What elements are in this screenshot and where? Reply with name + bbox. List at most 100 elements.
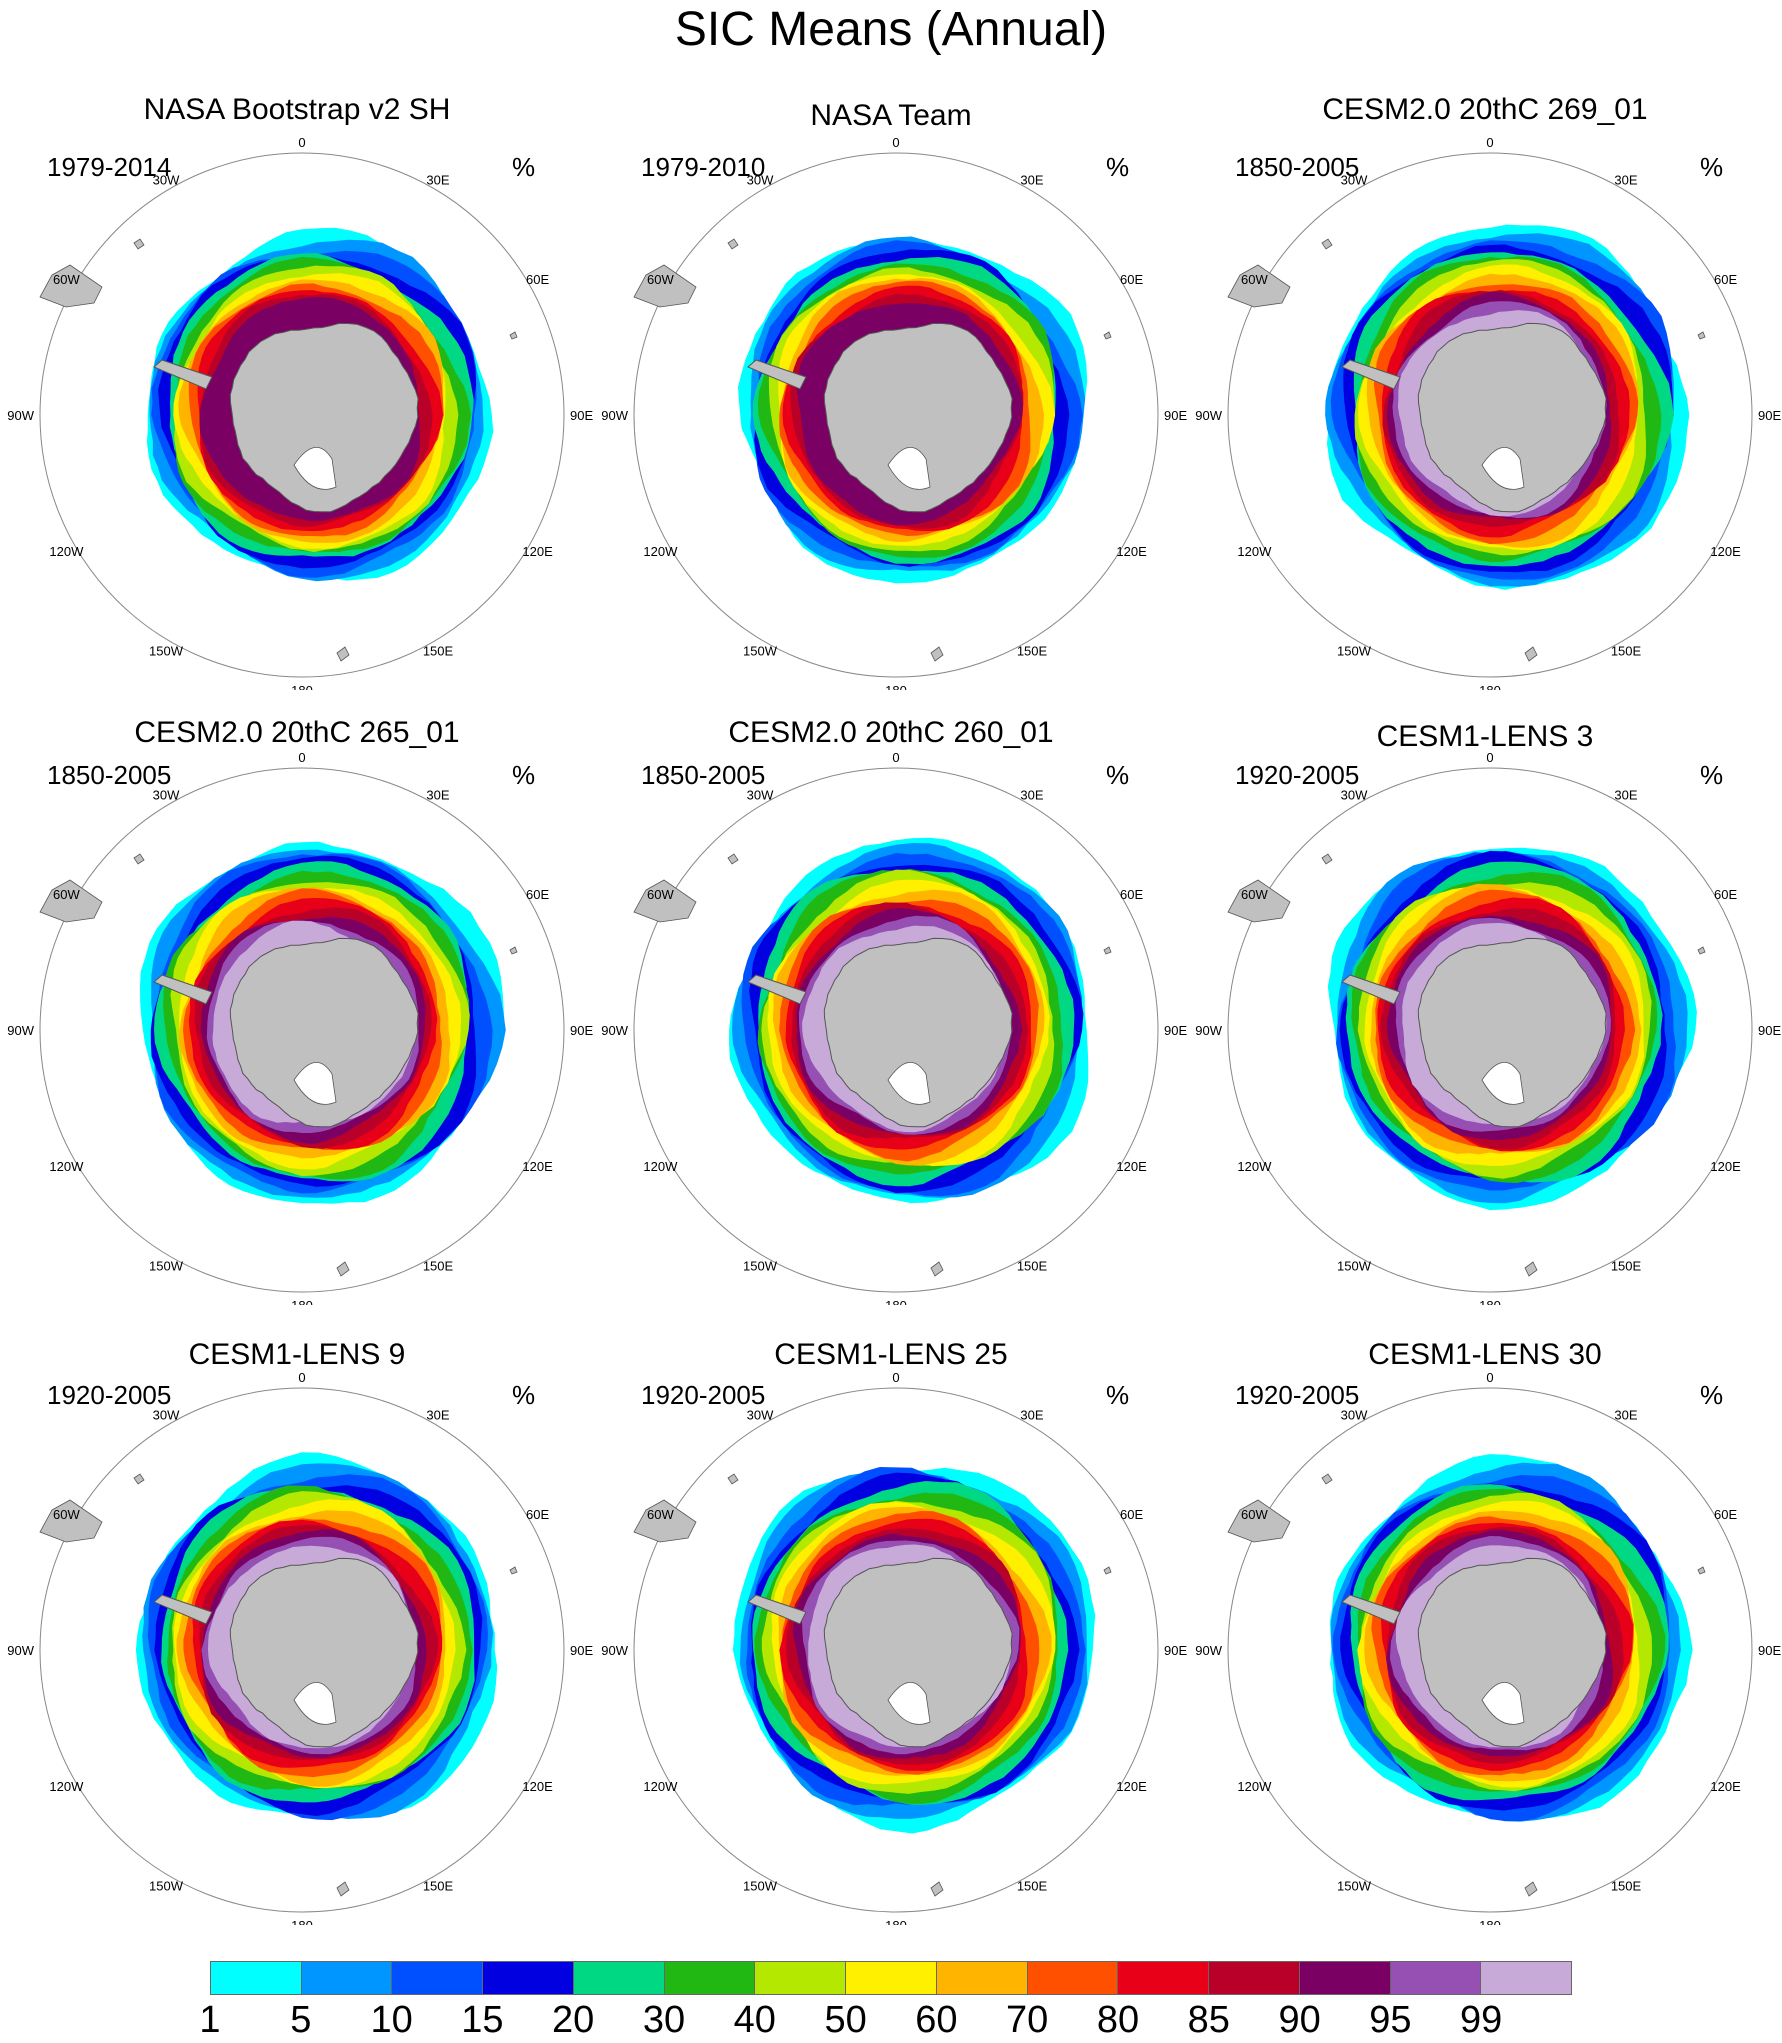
- kerguelen-island: [509, 1566, 518, 1575]
- longitude-label: 60E: [526, 272, 549, 287]
- south-america-tip: [1227, 1499, 1291, 1543]
- longitude-label: 30W: [153, 787, 180, 802]
- longitude-label: 90E: [570, 1023, 593, 1038]
- panel-unit: %: [512, 152, 536, 182]
- longitude-label: 120W: [1237, 1159, 1272, 1174]
- longitude-label: 90W: [7, 408, 34, 423]
- longitude-label: 0: [298, 1370, 305, 1385]
- panel-title: NASA Team: [810, 99, 972, 132]
- longitude-label: 120W: [49, 544, 84, 559]
- south-america-tip: [39, 1499, 103, 1543]
- polar-map: 0 30E 60E 90E 120E 150E 180 150W 120W 90W 60W 30W: [1195, 135, 1781, 690]
- longitude-label: 150W: [149, 1879, 184, 1894]
- antarctic-peninsula: [747, 359, 807, 390]
- new-zealand-tip: [1524, 646, 1538, 662]
- longitude-label: 60W: [647, 1507, 674, 1522]
- panel-unit: %: [1700, 152, 1724, 182]
- kerguelen-island: [1103, 1566, 1112, 1575]
- longitude-label: 0: [892, 135, 899, 150]
- falkland-islands: [133, 238, 145, 250]
- longitude-label: 90W: [7, 1643, 34, 1658]
- colorbar: [210, 1961, 1573, 1995]
- ross-ice-shelf: [887, 447, 931, 490]
- longitude-label: 60E: [1714, 1507, 1737, 1522]
- longitude-label: 150E: [1017, 1879, 1048, 1894]
- longitude-label: 60E: [1714, 887, 1737, 902]
- falkland-islands: [727, 1473, 739, 1485]
- longitude-label: 120E: [1710, 544, 1741, 559]
- ross-ice-shelf: [887, 1682, 931, 1725]
- antarctica-landmass: [1417, 322, 1607, 513]
- panel-title: CESM2.0 20thC 269_01: [1322, 93, 1648, 126]
- longitude-label: 30E: [1020, 1407, 1043, 1422]
- colorbar-label: 50: [824, 1999, 867, 2041]
- south-america-tip: [39, 264, 103, 308]
- kerguelen-island: [1697, 1566, 1706, 1575]
- longitude-label: 120W: [49, 1779, 84, 1794]
- polar-map: 0 30E 60E 90E 120E 150E 180 150W 120W 90W 60W 30W: [601, 1370, 1187, 1925]
- longitude-label: 180: [885, 683, 907, 690]
- longitude-label: 60W: [1241, 272, 1268, 287]
- kerguelen-island: [1697, 331, 1706, 340]
- antarctica-landmass: [1417, 937, 1607, 1128]
- longitude-label: 150E: [423, 1259, 454, 1274]
- longitude-label: 180: [1479, 1918, 1501, 1925]
- longitude-label: 120E: [1116, 1159, 1147, 1174]
- antarctic-peninsula: [153, 1594, 213, 1625]
- longitude-label: 60E: [1714, 272, 1737, 287]
- antarctica-landmass: [823, 1557, 1013, 1748]
- longitude-label: 90W: [601, 1643, 628, 1658]
- new-zealand-tip: [336, 1261, 350, 1277]
- longitude-label: 150W: [1337, 1879, 1372, 1894]
- longitude-label: 150E: [1017, 644, 1048, 659]
- longitude-label: 90E: [1758, 408, 1781, 423]
- new-zealand-tip: [930, 1261, 944, 1277]
- falkland-islands: [133, 853, 145, 865]
- longitude-label: 150W: [149, 644, 184, 659]
- panel-years: 1920-2005: [641, 1380, 766, 1410]
- longitude-label: 150E: [423, 644, 454, 659]
- colorbar-label: 20: [552, 1999, 595, 2041]
- new-zealand-tip: [930, 1881, 944, 1897]
- longitude-label: 0: [892, 1370, 899, 1385]
- colorbar-swatch: [573, 1961, 665, 1995]
- colorbar-swatch: [1390, 1961, 1482, 1995]
- panel-years: 1979-2014: [47, 152, 172, 182]
- kerguelen-island: [509, 331, 518, 340]
- map-panel: NASA Team 1979-2010% 0 30E 60E 90E 120E 150E 180…: [594, 0, 1188, 690]
- longitude-label: 0: [1486, 750, 1493, 765]
- longitude-label: 90W: [1195, 1023, 1222, 1038]
- panel-unit: %: [512, 760, 536, 790]
- longitude-label: 60W: [647, 272, 674, 287]
- longitude-label: 30W: [153, 172, 180, 187]
- south-america-tip: [633, 879, 697, 923]
- longitude-label: 60E: [526, 887, 549, 902]
- colorbar-label: 5: [290, 1999, 312, 2041]
- colorbar-swatch: [483, 1961, 574, 1995]
- longitude-label: 0: [892, 750, 899, 765]
- falkland-islands: [1321, 238, 1333, 250]
- longitude-label: 0: [1486, 1370, 1493, 1385]
- colorbar-swatch: [846, 1961, 937, 1995]
- longitude-label: 60E: [526, 1507, 549, 1522]
- panel-years: 1850-2005: [641, 760, 766, 790]
- colorbar-label: 30: [642, 1999, 686, 2041]
- panel-unit: %: [1106, 152, 1130, 182]
- new-zealand-tip: [336, 646, 350, 662]
- longitude-label: 60W: [647, 887, 674, 902]
- colorbar-label: 95: [1369, 1999, 1412, 2041]
- ross-ice-shelf: [293, 1682, 337, 1725]
- longitude-label: 120E: [522, 1159, 553, 1174]
- map-panel: CESM1-LENS 30 1920-2005% 0 30E 60E 90E 120E 150…: [1188, 1240, 1782, 1925]
- antarctica-landmass: [229, 937, 419, 1128]
- new-zealand-tip: [930, 646, 944, 662]
- longitude-label: 90E: [1758, 1643, 1781, 1658]
- longitude-label: 0: [298, 750, 305, 765]
- longitude-label: 90W: [601, 1023, 628, 1038]
- colorbar-label: 99: [1460, 1999, 1503, 2041]
- polar-map: 0 30E 60E 90E 120E 150E 180 150W 120W 90W 60W 30W: [601, 135, 1187, 690]
- kerguelen-island: [1697, 946, 1706, 955]
- colorbar-label: 80: [1096, 1999, 1140, 2041]
- longitude-label: 90E: [1164, 1643, 1187, 1658]
- antarctic-peninsula: [747, 1594, 807, 1625]
